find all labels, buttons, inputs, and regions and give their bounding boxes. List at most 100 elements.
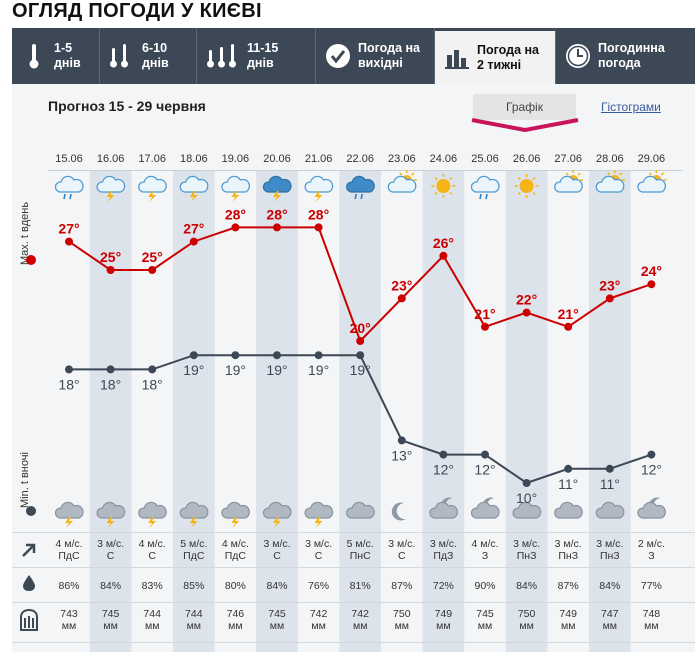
pressure-cell: 750 мм (506, 608, 547, 632)
max-temp-point (106, 266, 115, 274)
min-temp-label: 19° (183, 362, 204, 378)
cloud-icon (554, 501, 583, 519)
min-temp-label: 19° (350, 362, 371, 378)
humidity-cell: 80% (224, 580, 246, 592)
min-temp-label: 19° (266, 362, 287, 378)
tab-hourly[interactable]: Погодинна погода (556, 28, 695, 84)
tab-11-15-days[interactable]: 11-15 днів (197, 28, 316, 84)
max-temp-point (397, 294, 406, 303)
wind-cell: 4 м/с. ПдС (49, 538, 90, 562)
wind-direction: ПдЗ (433, 550, 454, 562)
max-temp-label: 26° (433, 235, 454, 251)
wind-cell: 3 м/с. С (257, 538, 298, 562)
max-temp-label: 20° (350, 320, 371, 336)
humidity-cell: 90% (474, 580, 496, 592)
wind-direction: ПнЗ (599, 550, 620, 562)
pressure-cell: 743 мм (49, 608, 90, 632)
wind-speed: 4 м/с. (55, 538, 83, 550)
max-temp-label: 21° (474, 306, 495, 322)
tab-weekend[interactable]: Погода на вихідні (316, 28, 435, 84)
min-temp-point (148, 365, 157, 374)
date-label: 15.06 (55, 153, 83, 165)
sun-icon (431, 174, 456, 198)
wind-cell: 3 м/с. С (90, 538, 131, 562)
max-temp-point (439, 251, 448, 260)
wind-speed: 3 м/с. (263, 538, 291, 550)
max-temp-point (314, 223, 323, 232)
pressure-cell: 745 мм (90, 608, 131, 632)
max-temp-label: 24° (641, 263, 662, 279)
date-label: 21.06 (305, 153, 333, 165)
pressure-unit: мм (519, 620, 534, 632)
active-view-indicator (471, 118, 579, 132)
cloud-storm-icon (96, 175, 126, 202)
date-label: 20.06 (263, 153, 291, 165)
max-temp-point (522, 308, 531, 317)
humidity-row-icon (15, 569, 43, 597)
cloud-storm-icon (221, 175, 250, 202)
min-temp-point (605, 464, 614, 473)
tab-1-5-days[interactable]: 1-5 днів (12, 28, 100, 84)
humidity-cell: 81% (349, 580, 371, 592)
wind-direction: ПдС (224, 550, 247, 562)
humidity-cell: 85% (183, 580, 205, 592)
min-temp-label: 13° (391, 447, 412, 463)
cloud-storm-icon (179, 175, 209, 202)
tab-6-10-days[interactable]: 6-10 днів (100, 28, 197, 84)
cloud-icon (512, 501, 542, 519)
moon-cloud-icon (470, 497, 500, 519)
page-title: ОГЛЯД ПОГОДИ У КИЄВІ (12, 0, 262, 22)
pressure-unit: мм (602, 620, 618, 632)
cloud-storm-icon (54, 501, 84, 528)
pressure-value: 745 (101, 608, 120, 620)
cloud-icon (595, 501, 625, 519)
column-stripe (505, 170, 548, 652)
wind-cell: 4 м/с. З (465, 538, 506, 562)
thermometers-icon (205, 41, 241, 71)
humidity-cell: 87% (557, 580, 579, 592)
max-temp-label: 27° (183, 221, 204, 237)
chart-view-button[interactable]: Графік (473, 94, 576, 120)
wind-direction: З (481, 550, 489, 562)
min-temp-label: 12° (641, 462, 662, 478)
date-label: 16.06 (97, 153, 125, 165)
pressure-cell: 742 мм (298, 608, 339, 632)
pressure-cell: 742 мм (340, 608, 381, 632)
wind-cell: 3 м/с. ПнЗ (506, 538, 547, 562)
dark-cloud-storm-icon (262, 175, 292, 202)
wind-speed: 5 м/с. (180, 538, 208, 550)
max-temp-point (231, 223, 240, 232)
pressure-value: 749 (434, 608, 453, 620)
wind-cell: 3 м/с. ПнЗ (548, 538, 589, 562)
column-stripe (589, 170, 631, 652)
pressure-cell: 748 мм (631, 608, 672, 632)
max-temp-point (356, 337, 365, 345)
histogram-view-link[interactable]: Гістограми (601, 100, 661, 114)
pressure-value: 748 (642, 608, 661, 620)
cloud-storm-icon (179, 501, 209, 528)
sun-cloud-icon (595, 170, 625, 193)
tab-2-weeks[interactable]: Погода на 2 тижні (435, 28, 556, 84)
humidity-cell: 84% (599, 580, 621, 592)
pressure-unit: мм (186, 620, 202, 632)
wind-direction: С (106, 550, 115, 562)
humidity-cell: 72% (432, 580, 454, 592)
pressure-cell: 744 мм (132, 608, 173, 632)
date-label: 22.06 (346, 153, 374, 165)
wind-direction: С (273, 550, 281, 562)
pressure-cell: 750 мм (381, 608, 422, 632)
max-temp-point (189, 237, 198, 246)
pressure-value: 744 (143, 608, 161, 620)
wind-row-icon (15, 536, 43, 564)
date-label: 27.06 (554, 153, 582, 165)
cloud-storm-icon (138, 175, 167, 202)
humidity-cell: 86% (58, 580, 80, 592)
max-temp-label: 28° (308, 206, 329, 222)
max-temp-marker (26, 255, 36, 265)
min-temp-label: 12° (474, 462, 495, 478)
wind-speed: 3 м/с. (305, 538, 333, 550)
wind-speed: 4 м/с. (138, 538, 166, 550)
thermometers-icon (108, 41, 136, 71)
moon-cloud-icon (637, 497, 666, 519)
pressure-value: 744 (185, 608, 203, 620)
